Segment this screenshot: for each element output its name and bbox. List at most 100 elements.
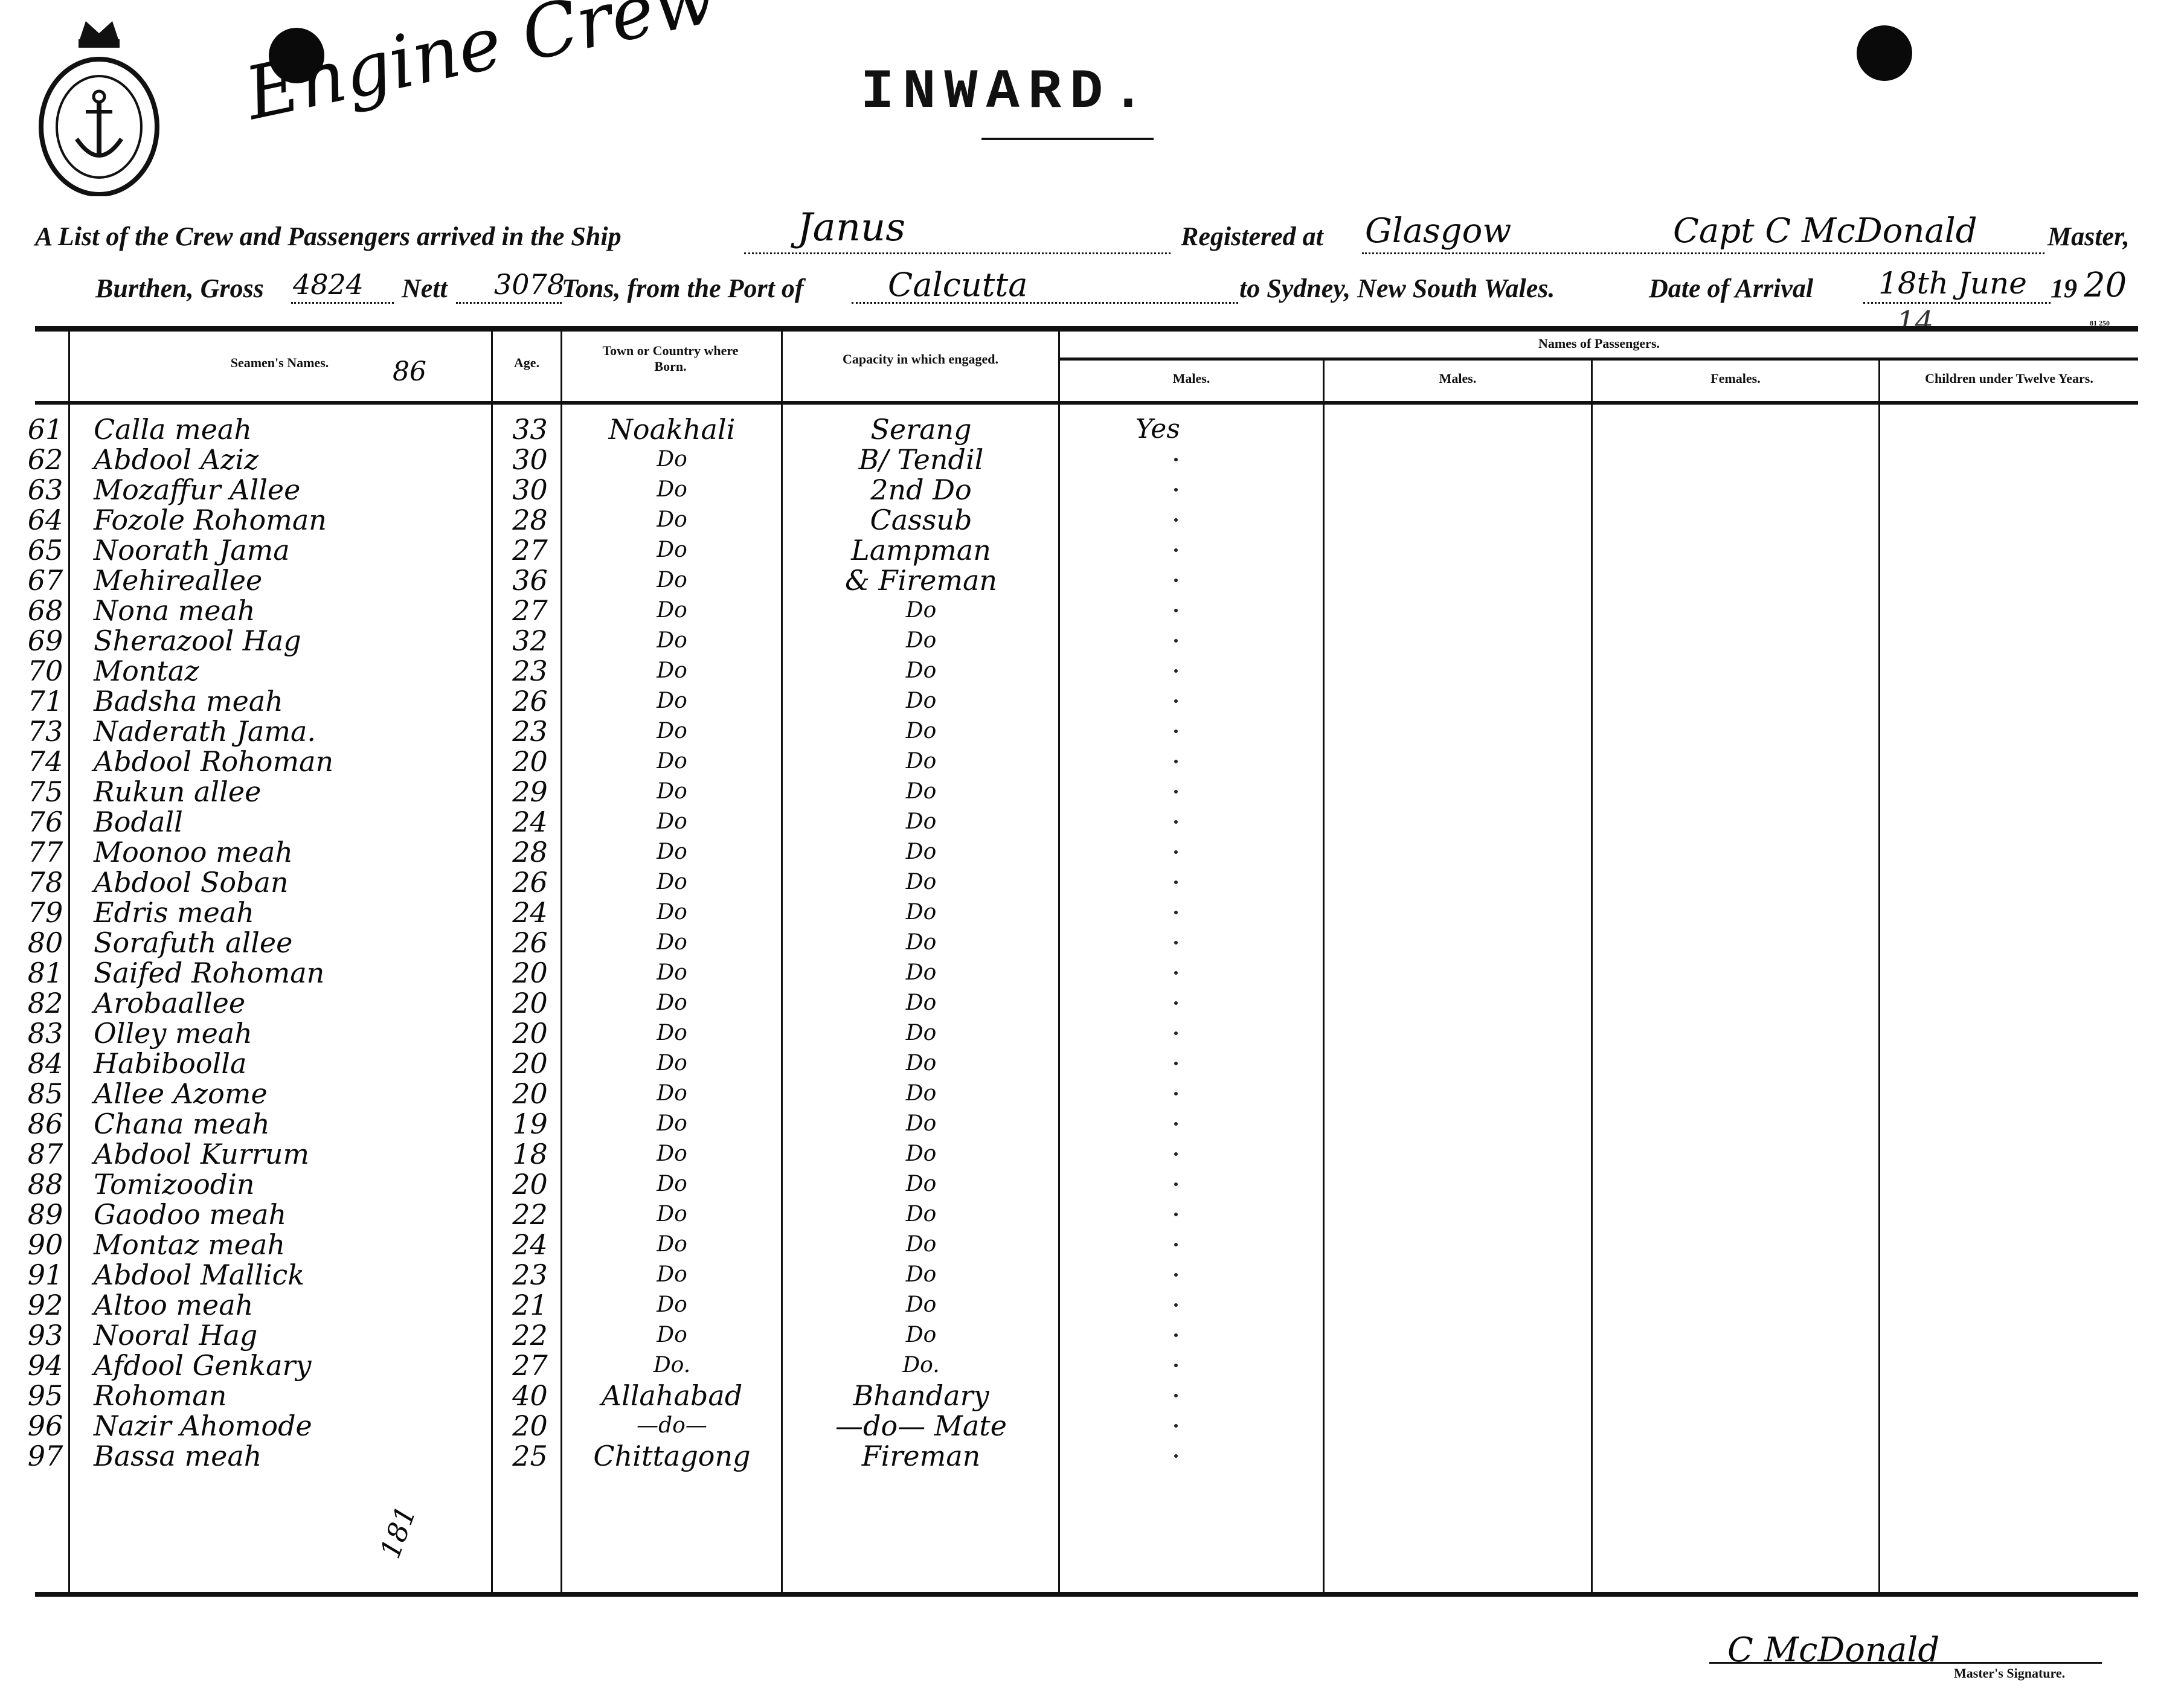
capacity: Do <box>905 1232 937 1257</box>
engine-crew-annotation: Engine Crew <box>239 0 723 136</box>
age: 20 <box>512 987 548 1019</box>
col-divider <box>1323 359 1325 1593</box>
row-number: 86 <box>27 1108 63 1140</box>
town-born: Do <box>657 1051 687 1076</box>
table-bottom-rule <box>35 1592 2138 1597</box>
destination-label: to Sydney, New South Wales. <box>1239 274 1555 303</box>
ditto-mark <box>1174 639 1178 643</box>
ditto-mark <box>1174 518 1178 522</box>
capacity: Do <box>905 900 937 925</box>
row-number: 83 <box>27 1017 63 1050</box>
seaman-name: Abdool Rohoman <box>94 745 334 778</box>
ditto-mark <box>1174 548 1178 552</box>
capacity: Lampman <box>851 534 991 566</box>
ship-field-line <box>744 252 1171 254</box>
capacity: Do <box>905 598 937 623</box>
table-row: 83 Olley meah 20 Do Do <box>0 1018 2184 1048</box>
punch-hole-left <box>269 28 324 83</box>
capacity: Do <box>905 628 937 653</box>
capacity: Do <box>905 658 937 683</box>
town-born: Do <box>657 809 687 834</box>
table-row: 88 Tomizoodin 20 Do Do <box>0 1169 2184 1199</box>
table-row: 89 Gaodoo meah 22 Do Do <box>0 1199 2184 1230</box>
col-header-males-2: Males. <box>1439 371 1477 386</box>
ditto-mark <box>1174 1333 1178 1337</box>
town-born: Do <box>657 1141 687 1166</box>
col-header-names: Seamen's Names. <box>230 355 329 370</box>
age: 21 <box>512 1289 548 1321</box>
capacity: Do <box>905 1051 937 1076</box>
names-count-note: 86 <box>393 356 426 387</box>
age: 24 <box>512 896 548 929</box>
seaman-name: Abdool Soban <box>94 866 289 899</box>
ditto-mark <box>1174 669 1178 673</box>
table-row: 90 Montaz meah 24 Do Do <box>0 1230 2184 1260</box>
capacity: Do <box>905 1141 937 1166</box>
capacity: Do <box>905 1323 937 1347</box>
ditto-mark <box>1174 1031 1178 1035</box>
town-born: Do <box>657 779 687 804</box>
seaman-name: Edris meah <box>94 896 254 929</box>
registered-field-line <box>1362 252 2044 254</box>
row-number: 81 <box>27 957 63 989</box>
town-born: Do <box>657 1262 687 1287</box>
row-number: 90 <box>27 1228 63 1261</box>
table-row: 93 Nooral Hag 22 Do Do <box>0 1320 2184 1350</box>
seaman-name: Mehireallee <box>94 564 263 597</box>
arrival-date: 18th June <box>1878 266 2027 301</box>
age: 36 <box>512 564 548 597</box>
table-row: 62 Abdool Aziz 30 Do B/ Tendil <box>0 444 2184 475</box>
departure-port: Calcutta <box>888 266 1028 304</box>
row-number: 64 <box>27 504 63 536</box>
seaman-name: Saifed Rohoman <box>94 957 325 989</box>
seaman-name: Abdool Kurrum <box>94 1138 310 1170</box>
row-number: 87 <box>27 1138 63 1170</box>
age: 22 <box>512 1319 548 1352</box>
town-born: Do <box>657 1172 687 1196</box>
town-born: Do <box>657 628 687 653</box>
town-born: Do <box>657 658 687 683</box>
town-born: Do <box>657 507 687 532</box>
ditto-mark <box>1174 1122 1178 1126</box>
col-divider <box>560 331 562 1593</box>
ditto-mark <box>1174 730 1178 733</box>
town-born: Do <box>657 447 687 472</box>
ditto-mark <box>1174 790 1178 794</box>
town-born: Allahabad <box>601 1379 743 1412</box>
capacity: Serang <box>870 413 972 446</box>
ditto-mark <box>1174 488 1178 492</box>
registered-port: Glasgow <box>1365 211 1512 251</box>
capacity: Do. <box>902 1353 940 1377</box>
ditto-mark <box>1174 1092 1178 1095</box>
row-number: 92 <box>27 1289 63 1321</box>
ditto-mark <box>1174 1364 1178 1367</box>
seaman-name: Bassa meah <box>94 1440 262 1472</box>
seaman-name: Nona meah <box>94 594 255 627</box>
town-born: Do <box>657 1021 687 1045</box>
table-row: 78 Abdool Soban 26 Do Do <box>0 867 2184 897</box>
age: 20 <box>512 957 548 989</box>
table-row: 87 Abdool Kurrum 18 Do Do <box>0 1139 2184 1169</box>
capacity: Do <box>905 688 937 713</box>
row-number: 65 <box>27 534 63 566</box>
nett-tonnage: 3078 <box>494 268 565 301</box>
seaman-name: Allee Azome <box>94 1077 268 1110</box>
age: 27 <box>512 1349 548 1382</box>
seaman-name: Abdool Aziz <box>94 443 259 476</box>
table-row: 71 Badsha meah 26 Do Do <box>0 686 2184 716</box>
seaman-name: Arobaallee <box>94 987 246 1019</box>
seaman-name: Nazir Ahomode <box>94 1410 312 1442</box>
table-row: 85 Allee Azome 20 Do Do <box>0 1079 2184 1109</box>
pencil-note: 14 <box>1897 305 1934 339</box>
capacity: Do <box>905 1172 937 1196</box>
seaman-name: Naderath Jama. <box>94 715 316 748</box>
town-born: Do <box>657 930 687 955</box>
town-born: Do <box>657 1111 687 1136</box>
town-born: Chittagong <box>593 1440 751 1472</box>
capacity: Do <box>905 1111 937 1136</box>
title-ornament <box>981 138 1154 140</box>
col-header-capacity: Capacity in which engaged. <box>843 351 998 367</box>
capacity: Do <box>905 1202 937 1227</box>
col-header-children: Children under Twelve Years. <box>1925 371 2093 386</box>
ditto-mark <box>1174 458 1178 461</box>
